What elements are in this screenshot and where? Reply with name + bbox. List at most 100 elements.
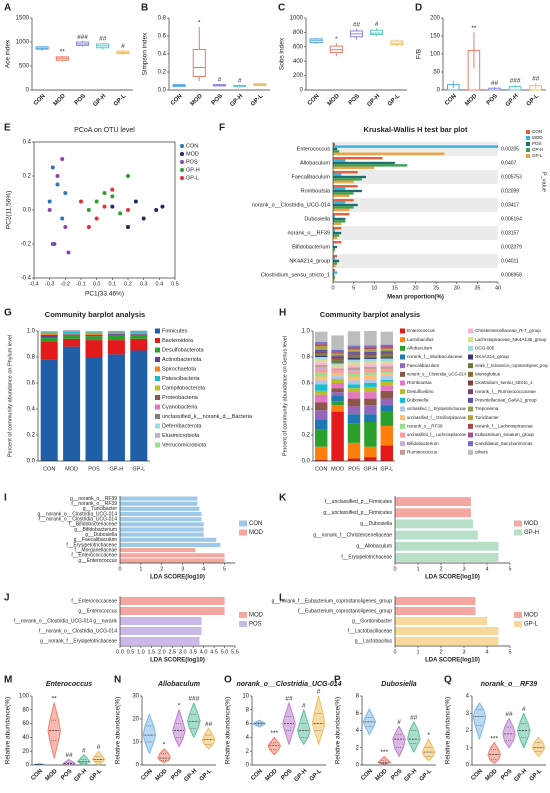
p-value: 0.002379	[501, 244, 522, 250]
category-label: g__Enterococcus	[78, 608, 117, 614]
bar	[333, 229, 336, 232]
bar	[120, 617, 202, 625]
bar-segment	[314, 355, 328, 357]
significance-label: ###	[77, 34, 88, 41]
y-axis-label: Simpson index	[142, 32, 149, 75]
bar-segment	[364, 355, 377, 357]
legend-label: Enterococcus	[407, 328, 436, 333]
bar-segment	[380, 357, 394, 359]
p-value: 0.006164	[501, 216, 522, 222]
bar	[333, 278, 335, 281]
bar-segment	[314, 394, 328, 403]
point	[126, 225, 130, 229]
x-axis-label: LDA SCORE(log10)	[425, 658, 480, 664]
bar-segment	[314, 376, 328, 381]
x-tick-label: GP-H	[403, 768, 418, 783]
legend-label: GP-L	[532, 153, 543, 158]
bar-segment	[380, 371, 394, 374]
x-tick-label: 3	[462, 566, 465, 572]
significance-label: ##	[410, 715, 418, 722]
y-tick-label: 0.0	[158, 88, 167, 94]
bar	[120, 527, 204, 532]
bar-segment	[314, 354, 328, 356]
category-label: g__Faecalibaculum	[74, 537, 117, 543]
legend-swatch	[514, 520, 522, 527]
bar-segment	[314, 345, 328, 349]
bar	[333, 201, 346, 204]
chart-title: Community barplot analysis	[45, 310, 145, 319]
category-label: f__norank_o__RF39	[71, 501, 117, 507]
significance-label: #	[397, 719, 401, 726]
x-tick-label: -0.2	[61, 281, 70, 287]
y-tick-label: 0.2	[23, 174, 32, 180]
significance-label: ***	[270, 730, 278, 737]
p-value: 0.02099	[501, 188, 519, 194]
bar	[120, 607, 225, 615]
x-tick-label: CON	[307, 93, 321, 107]
panel-label: M	[4, 675, 12, 686]
bar	[333, 231, 342, 235]
legend-label: GP-L	[186, 175, 199, 181]
bar-segment	[364, 366, 377, 370]
legend-label: Spirochaetota	[162, 366, 197, 372]
bar-segment	[347, 370, 361, 372]
bar-segment	[380, 351, 394, 353]
x-tick-label: 0	[393, 649, 396, 655]
bar-segment	[380, 398, 394, 406]
panel-label: G	[4, 308, 12, 319]
category-label: g__Bifidobacterium	[74, 527, 117, 533]
y-tick-label: 0.8	[158, 16, 167, 22]
bar	[395, 519, 474, 529]
legend-swatch	[239, 529, 247, 536]
x-tick-label: GP-H	[293, 768, 308, 783]
point	[110, 194, 115, 199]
x-tick-label: MOD	[45, 768, 60, 783]
panel-label: J	[4, 593, 10, 604]
bar-segment	[331, 367, 344, 369]
bar-segment	[347, 367, 361, 370]
y-tick-label: 0.6	[158, 34, 167, 40]
bar	[333, 187, 346, 190]
y-tick-label: 0.8	[302, 355, 311, 361]
y-tick-label: 2	[356, 745, 360, 751]
bar	[395, 541, 499, 551]
y-axis-label: Relative abundance(%)	[445, 697, 452, 765]
x-axis-label: PC1(33.46%)	[85, 291, 124, 298]
point	[110, 204, 115, 209]
bar	[333, 269, 336, 272]
x-tick-label: MOD	[155, 768, 170, 783]
legend-swatch	[526, 148, 530, 152]
y-tick-label: 1	[466, 745, 470, 751]
x-tick-label: 1	[416, 566, 419, 572]
legend-label: Lactobacillus	[407, 337, 434, 342]
bar-segment	[331, 368, 344, 370]
category-label: NK4A214_group	[289, 258, 330, 264]
x-tick-label: 5.0	[221, 649, 229, 655]
legend-swatch	[400, 397, 405, 403]
bar	[333, 250, 335, 253]
legend-swatch	[239, 621, 247, 627]
x-tick-label: POS	[348, 466, 360, 472]
bar-segment	[314, 367, 328, 370]
bar	[395, 627, 499, 635]
x-tick-label: GP-H	[513, 768, 528, 783]
y-tick-label: 60	[22, 721, 29, 727]
legend-label: norank_f__Eubacterium_coprostanoligenes_…	[475, 363, 548, 368]
significance-label: ##	[532, 76, 540, 83]
violin	[62, 758, 76, 766]
legend-label: Campilobacterota	[162, 385, 206, 391]
x-tick-label: GP-L	[250, 93, 265, 108]
violin	[142, 713, 157, 754]
bar-segment	[331, 349, 344, 352]
legend-label: Bifidobacterium	[407, 441, 439, 446]
category-label: Dubosiella	[304, 216, 331, 222]
x-tick-label: 0.0	[93, 281, 101, 287]
legend-swatch	[468, 441, 473, 447]
x-tick-label: CON	[30, 768, 44, 782]
legend-swatch	[468, 345, 473, 351]
bar-segment	[347, 388, 361, 393]
bar	[395, 607, 476, 615]
point	[63, 191, 68, 195]
y-tick-label: 0	[136, 763, 140, 769]
bar	[120, 496, 198, 501]
